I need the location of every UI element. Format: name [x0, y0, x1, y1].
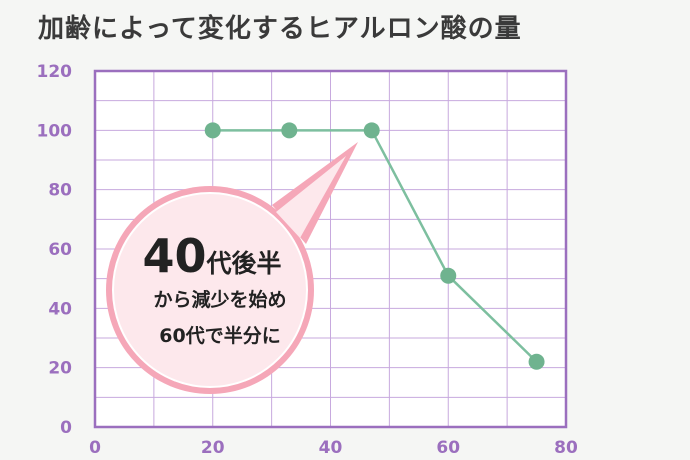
chart-title: 加齢によって変化するヒアルロン酸の量: [38, 14, 522, 44]
callout-big-suffix: 代後半: [206, 249, 282, 278]
x-tick-label: 60: [436, 438, 460, 458]
callout-big-number: 40: [142, 229, 206, 283]
grid-lines: [95, 71, 566, 427]
x-tick-label: 40: [319, 438, 343, 458]
annotation-callout: 40代後半 から減少を始め 60代で半分に: [106, 142, 358, 394]
callout-line-3: 60代で半分に: [159, 324, 280, 347]
y-tick-label: 0: [60, 418, 72, 438]
y-tick-label: 20: [48, 359, 72, 379]
callout-line-2: から減少を始め: [153, 288, 286, 311]
callout-headline: 40代後半: [142, 229, 281, 283]
y-tick-label: 120: [37, 62, 73, 82]
data-point: [440, 267, 457, 284]
plot-frame: [93, 69, 568, 429]
axis-ticks: 0 20 40 60 80 100 120 0 20 40 60 80: [37, 62, 578, 458]
callout-pointer-fill: [276, 156, 346, 238]
callout-inner-ring: [112, 192, 308, 388]
data-point: [528, 353, 545, 370]
y-tick-label: 100: [37, 121, 73, 141]
data-point: [363, 122, 380, 139]
data-point: [281, 122, 298, 139]
x-tick-label: 0: [89, 438, 101, 458]
y-tick-label: 80: [48, 181, 72, 201]
y-tick-label: 40: [48, 299, 72, 319]
data-point: [204, 122, 221, 139]
y-tick-label: 60: [48, 240, 72, 260]
data-points: [204, 122, 545, 370]
x-tick-label: 20: [201, 438, 225, 458]
x-tick-label: 80: [554, 438, 578, 458]
